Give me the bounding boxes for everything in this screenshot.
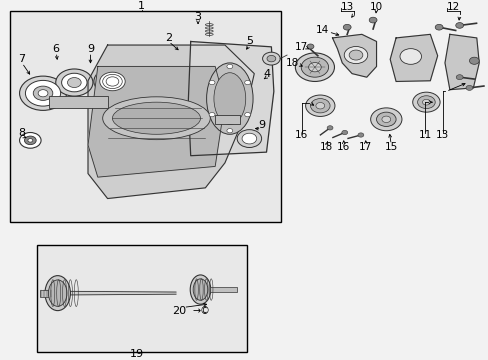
Text: 6: 6 [53,44,60,54]
Polygon shape [88,67,224,177]
Text: →©: →© [192,306,210,316]
Text: 1: 1 [138,1,145,11]
Circle shape [422,99,429,105]
Circle shape [348,50,362,60]
Ellipse shape [102,97,210,140]
Circle shape [417,96,434,109]
Circle shape [295,53,334,81]
Circle shape [376,112,395,126]
Text: 17: 17 [294,42,308,52]
Text: 4: 4 [263,69,269,78]
Text: 12: 12 [446,1,460,12]
Polygon shape [332,34,376,77]
Polygon shape [88,45,254,198]
Ellipse shape [213,73,245,125]
Text: 7: 7 [19,54,25,64]
Circle shape [465,85,472,90]
Circle shape [357,133,363,137]
Text: 16: 16 [294,130,308,140]
Circle shape [100,72,125,91]
Circle shape [24,136,36,145]
Circle shape [25,80,61,106]
Polygon shape [444,34,478,90]
Circle shape [468,57,478,64]
Circle shape [28,139,33,142]
Text: 13: 13 [435,130,448,140]
Circle shape [344,46,367,64]
Circle shape [20,76,66,111]
Circle shape [56,69,93,96]
Circle shape [242,133,256,144]
Circle shape [61,73,87,92]
Circle shape [209,113,215,117]
Circle shape [226,64,232,69]
Circle shape [399,49,421,64]
Bar [210,287,237,292]
Bar [10,11,281,222]
Ellipse shape [190,275,210,304]
Circle shape [368,17,376,23]
Bar [37,245,246,352]
Text: 14: 14 [315,26,329,35]
Text: 8: 8 [19,127,25,138]
Circle shape [381,116,390,122]
Circle shape [308,63,321,72]
Text: 20: 20 [172,306,186,316]
Text: 18: 18 [319,142,333,152]
Circle shape [209,80,215,85]
Text: 18: 18 [285,58,299,68]
Circle shape [301,57,328,77]
Polygon shape [70,291,176,295]
Circle shape [310,99,329,113]
Circle shape [326,126,332,130]
Circle shape [33,86,53,100]
Bar [49,96,107,108]
Circle shape [370,108,401,131]
Ellipse shape [48,280,67,306]
Circle shape [315,103,324,109]
Circle shape [306,44,313,49]
Text: 5: 5 [245,36,252,46]
Text: 9: 9 [258,120,264,130]
Circle shape [305,95,334,116]
Circle shape [343,24,350,30]
Ellipse shape [45,276,70,311]
Text: 17: 17 [358,142,372,152]
Circle shape [226,129,232,133]
Circle shape [455,23,463,28]
Bar [215,115,239,123]
Circle shape [455,75,462,80]
Circle shape [67,77,81,87]
Polygon shape [188,41,273,156]
Polygon shape [389,34,437,81]
Text: 13: 13 [340,1,353,12]
Text: 2: 2 [165,33,172,43]
Circle shape [20,132,41,148]
Text: 9: 9 [87,44,94,54]
Circle shape [237,130,261,148]
Circle shape [341,130,347,135]
Circle shape [244,80,250,85]
Text: 10: 10 [369,1,382,12]
Text: 19: 19 [130,349,143,359]
Circle shape [412,92,439,112]
Circle shape [262,52,280,65]
Bar [40,289,58,297]
Circle shape [38,90,48,97]
Text: 3: 3 [194,12,201,22]
Ellipse shape [112,102,200,134]
Text: 16: 16 [336,142,350,152]
Ellipse shape [206,63,253,134]
Text: 11: 11 [418,130,431,140]
Circle shape [266,55,275,62]
Circle shape [244,113,250,117]
Ellipse shape [193,279,207,300]
Circle shape [434,24,442,30]
Circle shape [94,68,131,95]
Text: 15: 15 [384,142,397,152]
